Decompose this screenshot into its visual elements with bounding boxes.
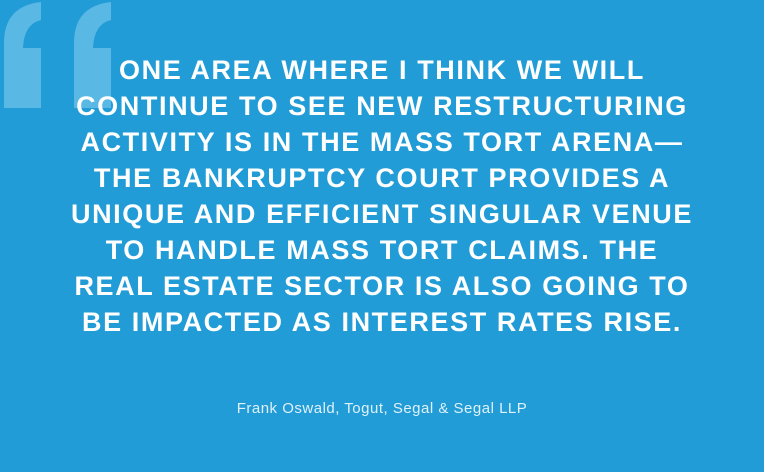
quote-line: ACTIVITY IS IN THE MASS TORT ARENA— (80, 127, 684, 157)
quote-attribution: Frank Oswald, Togut, Segal & Segal LLP (236, 400, 528, 417)
quote-text: ONE AREA WHERE I THINK WE WILL CONTINUE … (0, 52, 764, 340)
quote-line: TO HANDLE MASS TORT CLAIMS. THE (105, 235, 659, 265)
quote-line: CONTINUE TO SEE NEW RESTRUCTURING (76, 91, 688, 121)
quote-line: REAL ESTATE SECTOR IS ALSO GOING TO (74, 271, 690, 301)
quote-line: BE IMPACTED AS INTEREST RATES RISE. (81, 307, 683, 337)
open-quote-icon (4, 2, 111, 108)
quote-line: THE BANKRUPTCY COURT PROVIDES A (93, 163, 671, 193)
quote-line: UNIQUE AND EFFICIENT SINGULAR VENUE (70, 199, 694, 229)
quote-line: ONE AREA WHERE I THINK WE WILL (119, 55, 645, 85)
